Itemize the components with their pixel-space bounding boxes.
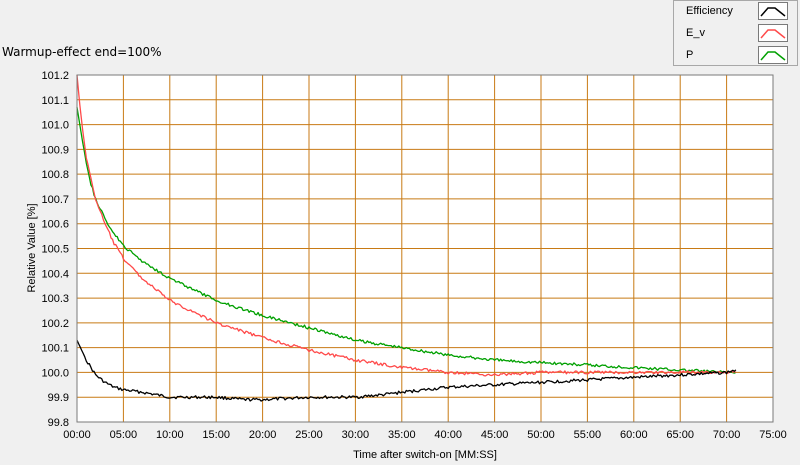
y-tick-label: 99.8 <box>48 417 69 429</box>
chart-title: Warmup-effect end=100% <box>2 45 162 59</box>
legend-label: E_v <box>686 27 705 39</box>
y-tick-label: 100.0 <box>41 367 69 379</box>
x-axis-ticks: 00:00 05:00 10:00 15:00 20:00 25:00 30:00 35:00… <box>63 429 787 441</box>
legend-swatch-line <box>760 7 786 17</box>
series-line-efficiency <box>76 339 737 402</box>
series-lines <box>76 74 737 402</box>
y-tick-label: 100.4 <box>41 268 69 280</box>
x-tick-label: 15:00 <box>202 429 230 441</box>
y-axis-ticks: 99.8 99.9 100.0 100.1 100.2 100.3 100.4 100.5 10… <box>41 70 69 429</box>
series-line-p <box>76 107 737 375</box>
x-tick-label: 70:00 <box>713 429 741 441</box>
y-tick-label: 101.1 <box>41 95 69 107</box>
series-line-e-v <box>76 74 737 377</box>
legend-item-efficiency: Efficiency <box>674 1 799 23</box>
y-tick-label: 101.2 <box>41 70 69 82</box>
y-tick-label: 100.1 <box>41 343 69 355</box>
x-tick-label: 05:00 <box>110 429 138 441</box>
plot-border <box>76 74 774 423</box>
x-tick-label: 40:00 <box>434 429 462 441</box>
legend-item-ev: E_v <box>674 23 799 45</box>
x-tick-label: 25:00 <box>295 429 323 441</box>
legend-swatch-p[interactable] <box>758 46 788 64</box>
legend-swatch-line <box>760 29 786 39</box>
legend-swatch-efficiency[interactable] <box>758 2 788 20</box>
x-tick-label: 20:00 <box>249 429 277 441</box>
legend-swatch-line <box>760 51 786 61</box>
legend-item-p: P <box>674 45 799 67</box>
x-tick-label: 00:00 <box>63 429 91 441</box>
y-axis-label: Relative Value [%] <box>26 203 38 292</box>
y-tick-label: 100.9 <box>41 144 69 156</box>
y-tick-label: 101.0 <box>41 120 69 132</box>
x-tick-label: 35:00 <box>388 429 416 441</box>
x-tick-label: 10:00 <box>156 429 184 441</box>
legend-swatch-ev[interactable] <box>758 24 788 42</box>
x-tick-label: 75:00 <box>759 429 787 441</box>
x-tick-label: 55:00 <box>574 429 602 441</box>
y-tick-label: 100.3 <box>41 293 69 305</box>
y-tick-label: 100.6 <box>41 219 69 231</box>
y-tick-label: 100.8 <box>41 169 69 181</box>
y-tick-label: 100.5 <box>41 244 69 256</box>
legend: Efficiency E_v P <box>673 0 798 66</box>
x-tick-label: 65:00 <box>666 429 694 441</box>
x-tick-label: 45:00 <box>481 429 509 441</box>
legend-label: Efficiency <box>686 5 733 17</box>
y-tick-label: 99.9 <box>48 392 69 404</box>
y-tick-label: 100.7 <box>41 194 69 206</box>
legend-label: P <box>686 49 694 61</box>
x-tick-label: 50:00 <box>527 429 555 441</box>
x-tick-label: 60:00 <box>620 429 648 441</box>
x-axis-label: Time after switch-on [MM:SS] <box>353 449 497 461</box>
y-tick-label: 100.2 <box>41 318 69 330</box>
x-tick-label: 30:00 <box>342 429 370 441</box>
